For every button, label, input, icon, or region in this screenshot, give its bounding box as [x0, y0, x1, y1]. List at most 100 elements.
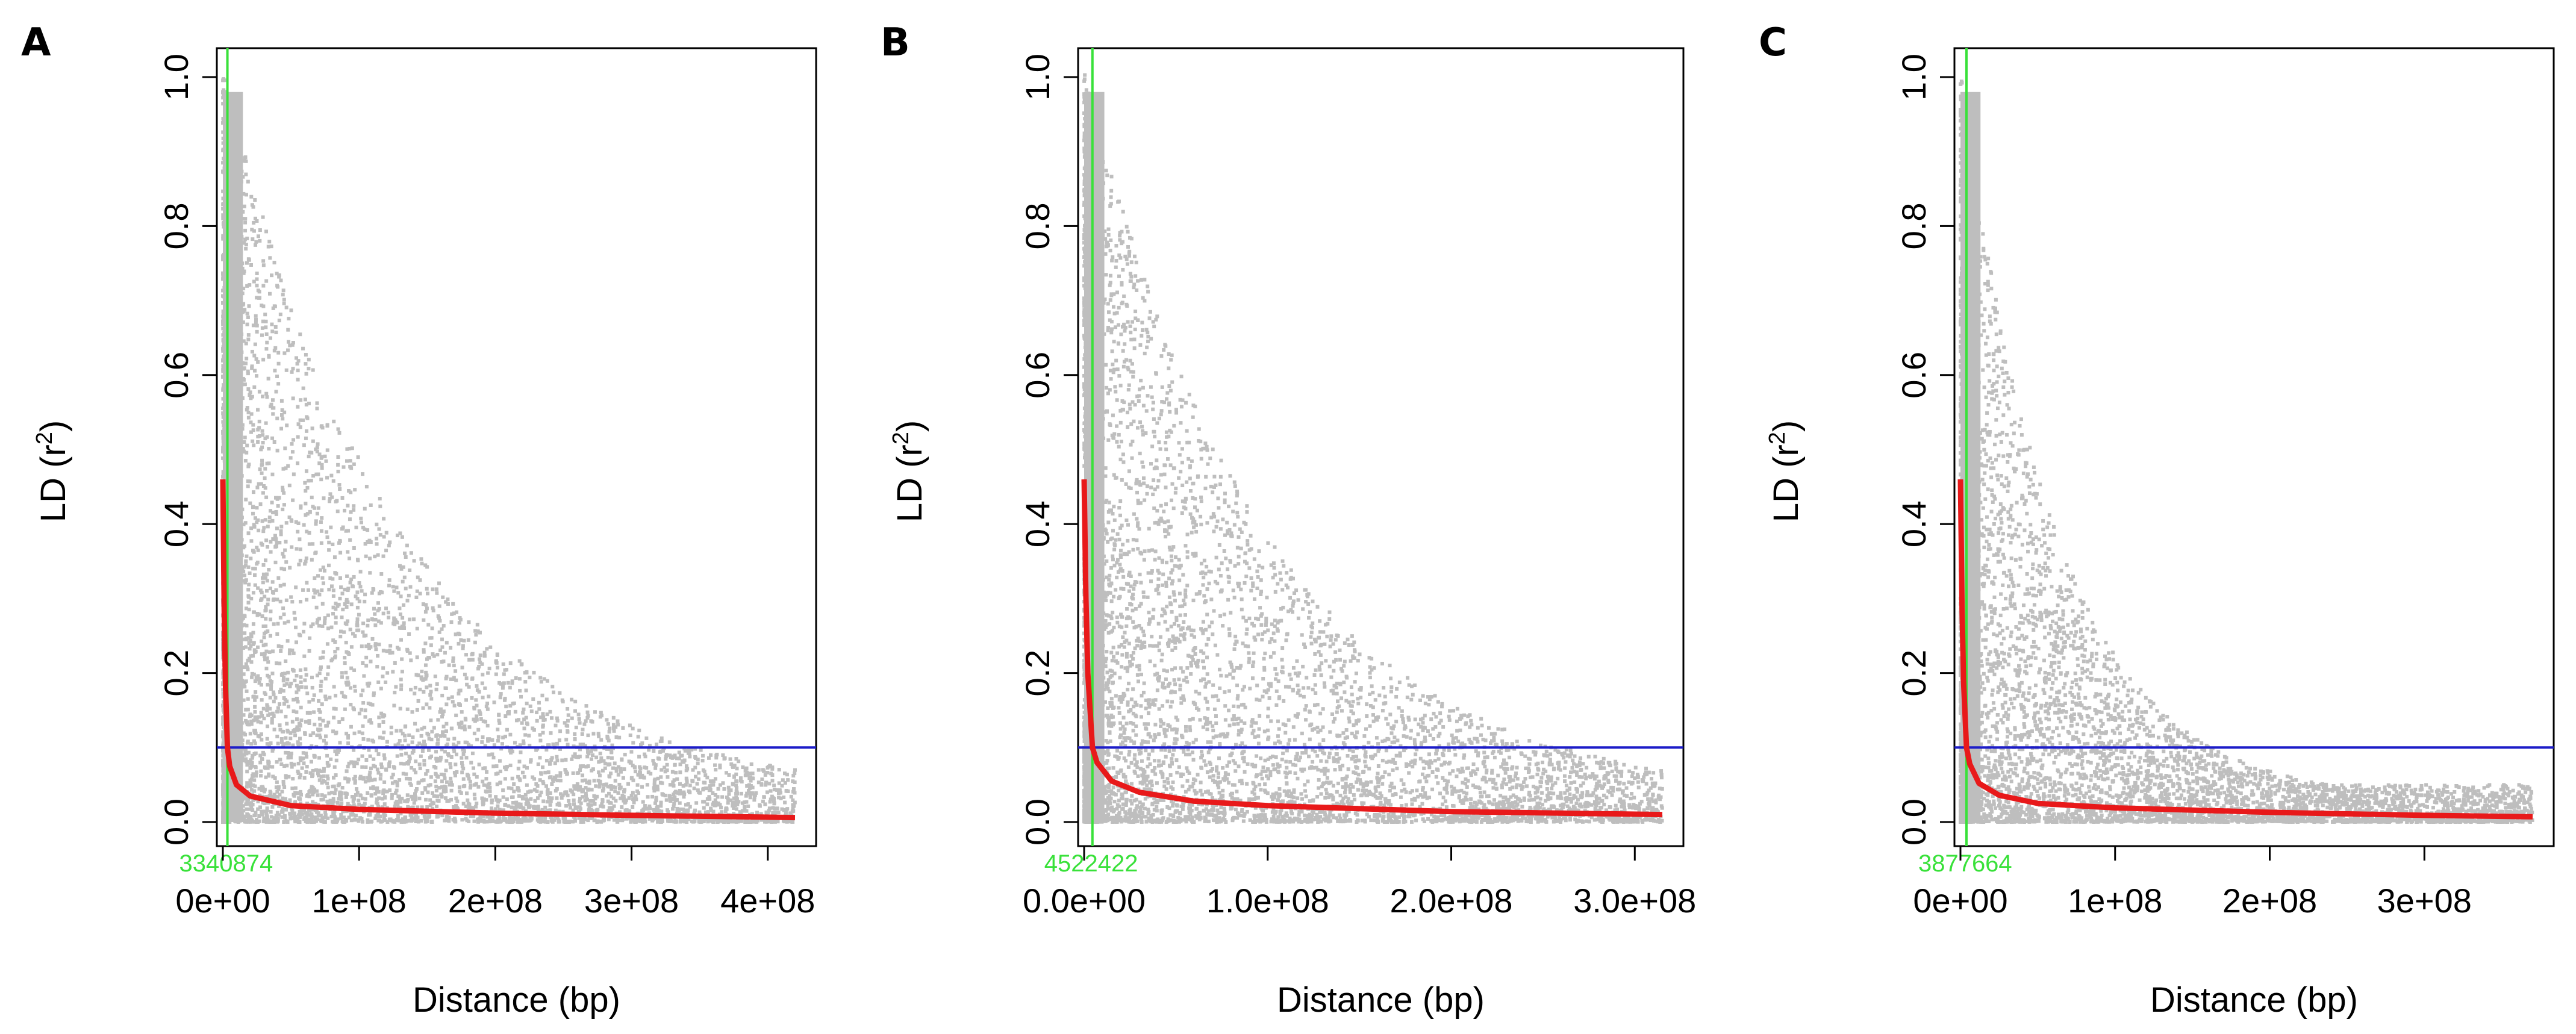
ld-point	[591, 799, 596, 803]
ld-point	[734, 807, 738, 811]
ld-point	[408, 781, 412, 785]
ld-point	[491, 755, 496, 759]
ld-point	[274, 496, 278, 500]
ld-point	[339, 629, 343, 634]
ld-point	[259, 447, 263, 452]
ld-point	[298, 418, 302, 422]
ld-point	[242, 287, 246, 291]
ld-point	[298, 425, 302, 429]
ld-point	[707, 756, 711, 760]
ld-point	[277, 319, 281, 323]
ld-point	[279, 687, 283, 691]
ld-point	[569, 788, 573, 793]
ld-point	[485, 723, 490, 727]
ld-point	[332, 419, 336, 423]
ld-point	[279, 529, 283, 533]
ld-point	[356, 455, 360, 459]
ld-point	[501, 788, 505, 793]
ld-point	[548, 709, 552, 714]
ld-point	[619, 767, 623, 771]
ld-point	[444, 721, 449, 726]
ld-point	[558, 779, 563, 783]
ld-point	[555, 755, 559, 759]
ld-point	[264, 820, 269, 824]
ld-point	[782, 808, 787, 812]
ld-point	[570, 697, 574, 702]
ld-point	[731, 764, 735, 768]
ld-point	[631, 726, 635, 730]
ld-point	[508, 703, 513, 708]
ld-point	[335, 801, 340, 805]
ld-point	[314, 768, 319, 772]
ld-point	[251, 511, 255, 515]
ld-point	[677, 811, 681, 815]
ld-point	[416, 673, 420, 677]
ld-point	[270, 329, 275, 334]
ld-point	[423, 817, 427, 821]
ld-point	[745, 784, 749, 788]
ld-point	[381, 674, 385, 679]
ld-point	[578, 805, 582, 809]
ld-point	[296, 741, 301, 746]
ld-point	[686, 802, 690, 806]
ld-point	[282, 410, 287, 414]
ld-point	[381, 790, 385, 794]
ld-point	[316, 773, 320, 777]
ld-point	[740, 809, 744, 813]
ld-point	[440, 715, 444, 719]
ld-point	[258, 805, 262, 809]
ld-point	[420, 727, 424, 731]
ld-point	[366, 702, 370, 706]
ld-point	[541, 799, 546, 803]
ld-point	[475, 802, 479, 806]
ld-point	[454, 752, 458, 756]
ld-point	[458, 725, 462, 729]
ld-point	[248, 766, 252, 770]
ld-point	[623, 753, 627, 757]
ld-point	[535, 784, 540, 788]
ld-point	[382, 730, 386, 735]
ld-point	[422, 650, 426, 654]
ld-point	[469, 761, 473, 765]
ld-point	[583, 744, 587, 748]
ld-point	[402, 603, 406, 607]
ld-point	[243, 220, 248, 225]
ld-point	[438, 710, 442, 714]
ld-point	[545, 679, 549, 683]
ld-point	[479, 717, 483, 721]
ld-point	[284, 797, 288, 801]
ld-point	[244, 193, 248, 197]
ld-point	[491, 814, 495, 818]
ld-point	[304, 372, 308, 376]
ld-point	[681, 807, 685, 811]
ld-point	[366, 779, 370, 783]
ld-point	[364, 758, 369, 762]
ld-point	[425, 606, 429, 611]
ld-point	[381, 713, 385, 717]
ld-point	[524, 715, 528, 720]
ld-point	[390, 781, 395, 785]
ld-point	[711, 800, 716, 805]
ld-point	[320, 426, 325, 430]
ld-point	[296, 761, 301, 765]
ld-point	[290, 649, 295, 653]
ld-point	[295, 717, 299, 721]
ld-point	[465, 791, 469, 796]
ld-point	[748, 796, 752, 800]
ld-point	[546, 792, 550, 796]
ld-point	[744, 794, 748, 798]
ld-point	[454, 762, 458, 767]
ld-point	[449, 646, 453, 650]
ld-point	[288, 798, 292, 802]
ld-point	[252, 443, 256, 447]
ld-point	[379, 621, 383, 625]
ld-point	[469, 814, 473, 818]
ld-point	[261, 215, 265, 219]
ld-point	[246, 316, 250, 320]
ld-point	[268, 819, 272, 823]
ld-point	[520, 794, 525, 799]
ld-point	[340, 801, 344, 805]
ld-point	[318, 710, 322, 714]
ld-point	[448, 783, 452, 787]
ld-point	[399, 594, 403, 599]
